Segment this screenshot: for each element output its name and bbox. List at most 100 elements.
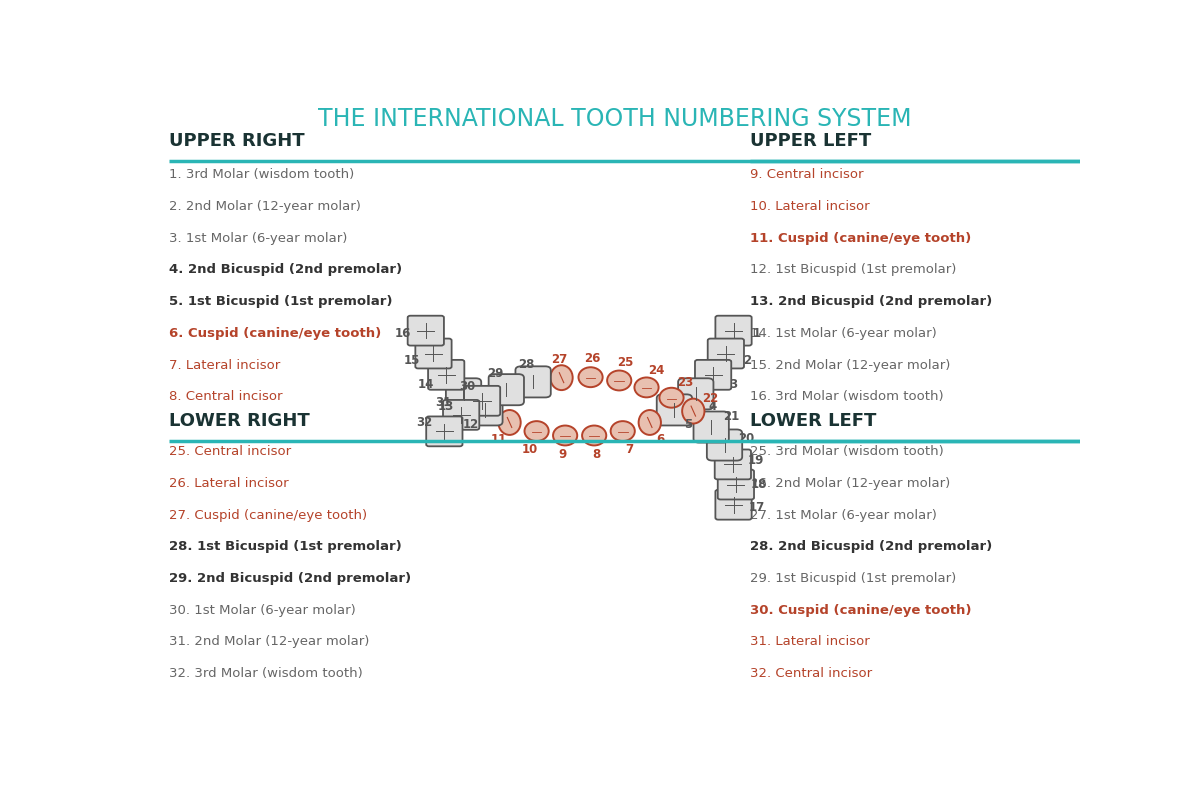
Text: 23: 23 [677, 377, 694, 389]
Text: 28: 28 [518, 358, 534, 371]
Text: 20: 20 [738, 431, 755, 444]
Text: 14. 1st Molar (6-year molar): 14. 1st Molar (6-year molar) [750, 327, 937, 340]
Text: 25. 3rd Molar (wisdom tooth): 25. 3rd Molar (wisdom tooth) [750, 445, 943, 458]
Text: 25. Central incisor: 25. Central incisor [168, 445, 290, 458]
Text: 31: 31 [436, 396, 451, 409]
Text: UPPER LEFT: UPPER LEFT [750, 132, 871, 149]
Text: 30. 1st Molar (6-year molar): 30. 1st Molar (6-year molar) [168, 604, 355, 617]
FancyBboxPatch shape [516, 366, 551, 398]
FancyBboxPatch shape [488, 374, 524, 406]
Text: 14: 14 [418, 378, 434, 391]
Text: LOWER LEFT: LOWER LEFT [750, 412, 876, 430]
Text: 12. 1st Bicuspid (1st premolar): 12. 1st Bicuspid (1st premolar) [750, 263, 956, 276]
Text: 17: 17 [749, 502, 764, 515]
FancyBboxPatch shape [694, 411, 728, 443]
Text: 10. Lateral incisor: 10. Lateral incisor [750, 200, 870, 213]
Text: 8: 8 [593, 448, 600, 461]
Text: 16: 16 [395, 327, 412, 340]
Text: 30: 30 [460, 380, 475, 393]
Text: 1. 3rd Molar (wisdom tooth): 1. 3rd Molar (wisdom tooth) [168, 168, 354, 181]
Text: 7. Lateral incisor: 7. Lateral incisor [168, 359, 280, 372]
Text: THE INTERNATIONAL TOOTH NUMBERING SYSTEM: THE INTERNATIONAL TOOTH NUMBERING SYSTEM [318, 107, 912, 131]
FancyBboxPatch shape [715, 316, 751, 346]
FancyBboxPatch shape [443, 400, 479, 430]
Ellipse shape [638, 410, 661, 435]
Text: 29: 29 [487, 367, 504, 380]
FancyBboxPatch shape [718, 469, 754, 499]
FancyBboxPatch shape [415, 339, 451, 368]
Text: 29. 2nd Bicuspid (2nd premolar): 29. 2nd Bicuspid (2nd premolar) [168, 572, 410, 585]
FancyBboxPatch shape [428, 360, 464, 389]
Text: 29. 1st Bicuspid (1st premolar): 29. 1st Bicuspid (1st premolar) [750, 572, 956, 585]
Text: 6. Cuspid (canine/eye tooth): 6. Cuspid (canine/eye tooth) [168, 327, 380, 340]
Text: 13. 2nd Bicuspid (2nd premolar): 13. 2nd Bicuspid (2nd premolar) [750, 295, 992, 308]
Ellipse shape [607, 371, 631, 390]
Text: 13: 13 [438, 400, 455, 413]
Text: 11. Cuspid (canine/eye tooth): 11. Cuspid (canine/eye tooth) [750, 232, 971, 245]
Text: 3. 1st Molar (6-year molar): 3. 1st Molar (6-year molar) [168, 232, 347, 245]
Text: 24: 24 [648, 364, 665, 377]
Text: LOWER RIGHT: LOWER RIGHT [168, 412, 310, 430]
Text: 21: 21 [722, 410, 739, 423]
Text: 26: 26 [584, 352, 600, 365]
Text: 19: 19 [748, 454, 764, 467]
Text: 9. Central incisor: 9. Central incisor [750, 168, 863, 181]
FancyBboxPatch shape [678, 378, 714, 410]
FancyBboxPatch shape [408, 316, 444, 346]
Text: 22: 22 [702, 392, 719, 405]
Text: 32. 3rd Molar (wisdom tooth): 32. 3rd Molar (wisdom tooth) [168, 667, 362, 680]
Text: 15: 15 [403, 354, 420, 367]
Ellipse shape [498, 410, 521, 435]
FancyBboxPatch shape [708, 339, 744, 368]
Ellipse shape [635, 377, 659, 398]
Ellipse shape [582, 426, 606, 445]
FancyBboxPatch shape [715, 449, 751, 479]
Ellipse shape [611, 421, 635, 441]
Text: 2: 2 [744, 354, 751, 367]
Text: 5. 1st Bicuspid (1st premolar): 5. 1st Bicuspid (1st premolar) [168, 295, 392, 308]
Text: 32: 32 [416, 415, 432, 428]
Ellipse shape [524, 421, 548, 441]
Text: 11: 11 [491, 432, 508, 446]
Text: 31. Lateral incisor: 31. Lateral incisor [750, 635, 870, 649]
Ellipse shape [682, 398, 704, 423]
Text: 30. Cuspid (canine/eye tooth): 30. Cuspid (canine/eye tooth) [750, 604, 971, 617]
Text: 18: 18 [751, 478, 767, 490]
FancyBboxPatch shape [707, 430, 742, 461]
FancyBboxPatch shape [464, 386, 500, 416]
FancyBboxPatch shape [446, 378, 481, 410]
Text: 9: 9 [559, 448, 568, 461]
Text: 28. 1st Bicuspid (1st premolar): 28. 1st Bicuspid (1st premolar) [168, 541, 401, 553]
FancyBboxPatch shape [715, 490, 751, 520]
Text: UPPER RIGHT: UPPER RIGHT [168, 132, 305, 149]
Text: 27. 1st Molar (6-year molar): 27. 1st Molar (6-year molar) [750, 508, 937, 521]
Text: 28. 2nd Bicuspid (2nd premolar): 28. 2nd Bicuspid (2nd premolar) [750, 541, 992, 553]
Text: 7: 7 [625, 443, 634, 456]
Text: 31. 2nd Molar (12-year molar): 31. 2nd Molar (12-year molar) [168, 635, 368, 649]
Text: 27: 27 [551, 352, 566, 366]
Text: 3: 3 [728, 378, 737, 391]
Ellipse shape [578, 368, 602, 387]
Text: 15. 2nd Molar (12-year molar): 15. 2nd Molar (12-year molar) [750, 359, 950, 372]
Text: 6: 6 [656, 432, 665, 446]
Text: 2. 2nd Molar (12-year molar): 2. 2nd Molar (12-year molar) [168, 200, 360, 213]
Ellipse shape [553, 426, 577, 445]
Text: 27. Cuspid (canine/eye tooth): 27. Cuspid (canine/eye tooth) [168, 508, 367, 521]
Text: 25: 25 [617, 356, 634, 369]
FancyBboxPatch shape [426, 416, 462, 446]
Text: 4: 4 [709, 400, 718, 413]
FancyBboxPatch shape [656, 394, 692, 426]
Text: 1: 1 [752, 327, 761, 340]
Ellipse shape [660, 388, 684, 408]
Text: 5: 5 [684, 419, 692, 431]
Text: 10: 10 [522, 443, 539, 456]
Text: 16. 3rd Molar (wisdom tooth): 16. 3rd Molar (wisdom tooth) [750, 390, 943, 403]
Text: 26. 2nd Molar (12-year molar): 26. 2nd Molar (12-year molar) [750, 477, 950, 490]
FancyBboxPatch shape [695, 360, 731, 389]
Ellipse shape [551, 365, 572, 390]
Text: 4. 2nd Bicuspid (2nd premolar): 4. 2nd Bicuspid (2nd premolar) [168, 263, 402, 276]
Text: 12: 12 [463, 419, 479, 431]
Text: 8. Central incisor: 8. Central incisor [168, 390, 282, 403]
Text: 32. Central incisor: 32. Central incisor [750, 667, 872, 680]
FancyBboxPatch shape [467, 394, 503, 426]
